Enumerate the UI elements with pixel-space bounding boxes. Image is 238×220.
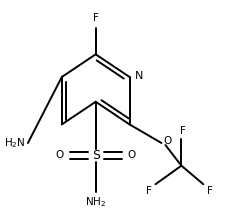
Text: F: F [180,126,186,136]
Text: N: N [134,71,143,81]
Text: O: O [55,150,64,160]
Text: O: O [164,136,172,146]
Text: F: F [207,186,213,196]
Text: O: O [128,150,136,160]
Text: S: S [92,149,100,162]
Text: NH$_2$: NH$_2$ [85,196,106,209]
Text: F: F [93,13,99,23]
Text: F: F [146,186,152,196]
Text: H$_2$N: H$_2$N [4,136,26,150]
